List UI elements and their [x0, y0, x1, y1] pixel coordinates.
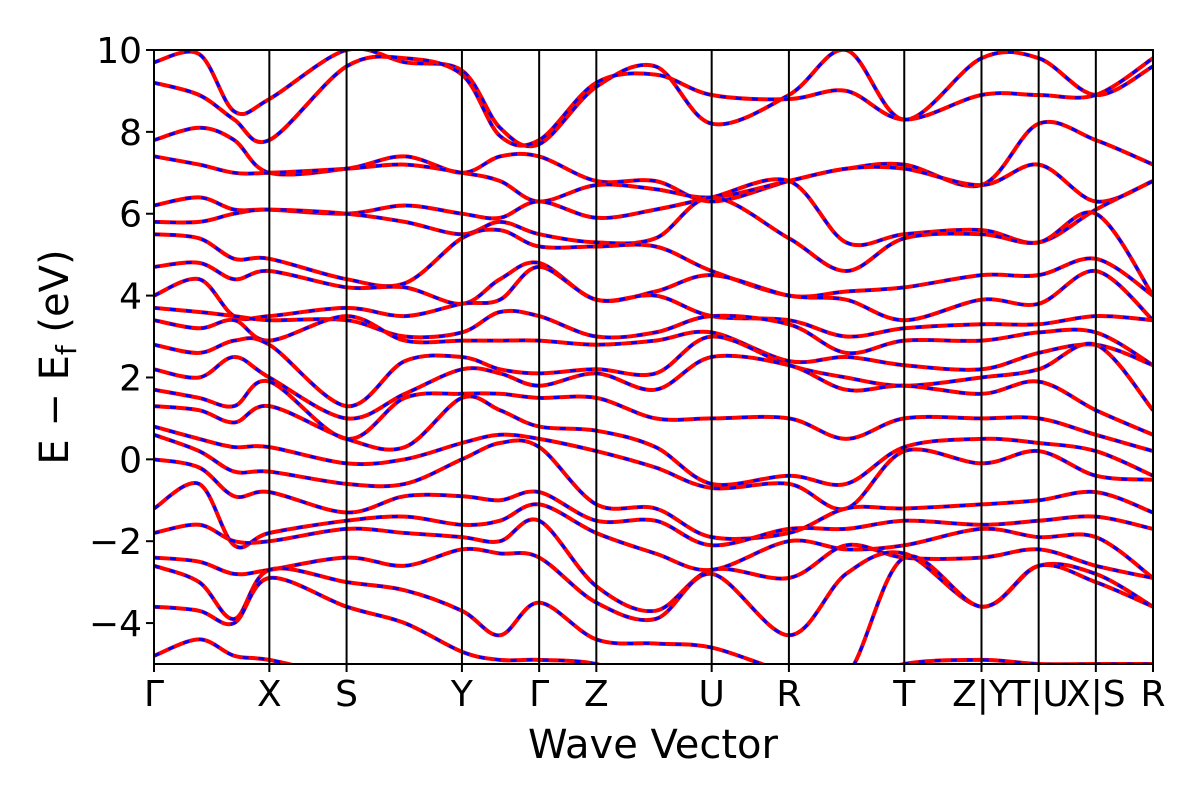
x-tick-label-8: R [776, 674, 801, 715]
y-axis-title-unit: (eV) [32, 249, 78, 345]
band-21-series-1 [154, 546, 1153, 638]
x-tick-label-12: X|S [1066, 674, 1126, 715]
band-13-series-2 [154, 354, 1153, 437]
x-tick-label-1: Γ [144, 674, 164, 715]
x-tick-label-4: Y [450, 674, 474, 715]
x-tick-label-10: Z|Y [952, 674, 1012, 715]
y-tick-label-2: −2 [89, 522, 142, 563]
y-tick-label-8: 10 [96, 31, 142, 72]
band-5-series-2 [154, 177, 1153, 247]
band-1-series-2 [154, 50, 1153, 148]
x-tick-label-3: S [335, 674, 358, 715]
y-tick-label-5: 4 [119, 277, 142, 318]
band-17-series-2 [154, 433, 1153, 541]
y-axis-title-sub: f [50, 344, 83, 355]
band-1-series-1 [154, 50, 1153, 149]
band-10-series-1 [154, 305, 1153, 367]
x-axis-title: Wave Vector [528, 722, 779, 768]
band-2-series-1 [154, 54, 1153, 148]
x-tick-label-7: U [698, 674, 724, 715]
plot-frame [153, 49, 1154, 665]
y-axis-title: E − Ef (eV) [32, 249, 83, 464]
x-tick-label-11: T|U [1007, 674, 1068, 715]
bands-layer [154, 50, 1153, 664]
band-13-series-1 [154, 353, 1153, 437]
x-tick-label-2: X [257, 674, 282, 715]
band-14-series-2 [154, 379, 1153, 453]
band-16-series-2 [154, 425, 1153, 511]
y-tick-label-6: 6 [119, 195, 142, 236]
y-axis-title-main: E − E [32, 355, 78, 465]
y-tick-label-1: −4 [89, 604, 142, 645]
y-axis: −4 −2 0 2 4 6 8 10 [89, 31, 154, 645]
band-2-series-2 [154, 55, 1153, 148]
x-tick-label-6: Z [584, 674, 609, 715]
x-tick-label-9: T [892, 674, 916, 715]
x-tick-label-13: R [1140, 674, 1165, 715]
y-tick-label-4: 2 [119, 358, 142, 399]
band-20-series-2 [154, 517, 1153, 613]
x-tick-label-5: Γ [529, 674, 549, 715]
x-axis: Γ X S Y Γ Z U R T Z|YT|UX|S R [144, 664, 1166, 715]
y-tick-label-7: 8 [119, 113, 142, 154]
y-tick-label-3: 0 [119, 440, 142, 481]
